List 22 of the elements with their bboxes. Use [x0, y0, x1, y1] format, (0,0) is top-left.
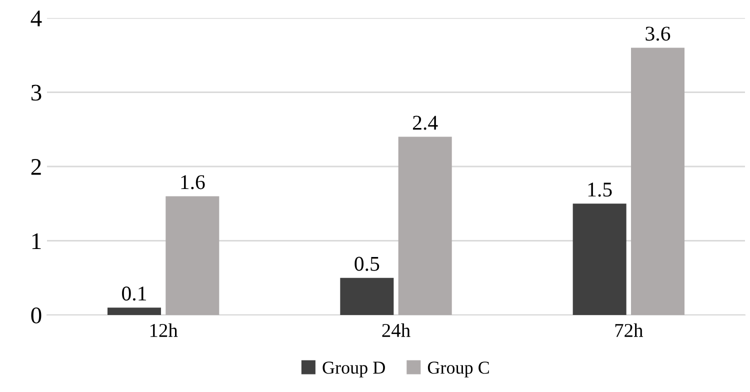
data-label: 2.4 — [412, 116, 438, 130]
legend-label: Group C — [428, 362, 489, 378]
y-tick-label: 1 — [32, 233, 41, 249]
y-tick-label: 0 — [31, 307, 42, 324]
data-label: 1.6 — [181, 175, 205, 190]
data-label: 0.5 — [354, 256, 380, 271]
bar — [340, 278, 394, 315]
bar — [107, 308, 162, 315]
legend-label: Group D — [322, 362, 385, 378]
data-label: 3.6 — [646, 26, 670, 41]
bar — [572, 204, 626, 315]
x-tick-label: 12h — [150, 323, 178, 337]
y-tick-label: 4 — [30, 10, 42, 26]
data-label: 1.5 — [588, 182, 612, 197]
y-tick-label: 3 — [31, 84, 42, 101]
data-label: 0.1 — [122, 286, 146, 301]
bar — [398, 136, 452, 315]
x-tick-label: 72h — [615, 323, 643, 337]
bar — [166, 196, 220, 315]
y-tick-label: 2 — [31, 159, 41, 175]
x-tick-label: 24h — [382, 323, 410, 337]
bar — [630, 48, 685, 315]
